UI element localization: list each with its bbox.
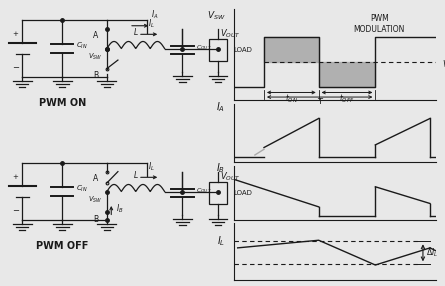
Text: −: − xyxy=(12,206,19,215)
Text: $V_{SW}$: $V_{SW}$ xyxy=(88,194,102,205)
Text: $I_B$: $I_B$ xyxy=(216,162,226,176)
Text: +: + xyxy=(12,31,19,37)
Text: B: B xyxy=(93,72,98,80)
Text: A: A xyxy=(93,174,98,183)
Text: $I_A$: $I_A$ xyxy=(217,100,226,114)
Text: $V_{OUT}$: $V_{OUT}$ xyxy=(220,170,241,183)
Text: B: B xyxy=(93,214,98,223)
Text: $I_B$: $I_B$ xyxy=(116,202,123,215)
Text: $V_{SW}$: $V_{SW}$ xyxy=(207,10,226,22)
Bar xyxy=(209,39,227,61)
Text: PWM ON: PWM ON xyxy=(39,98,86,108)
Text: $t_{OFF}$: $t_{OFF}$ xyxy=(339,93,355,106)
Text: $V_{OUT}$: $V_{OUT}$ xyxy=(442,58,445,71)
Text: +: + xyxy=(12,174,19,180)
Text: $\Delta I_L$: $\Delta I_L$ xyxy=(426,247,438,259)
Bar xyxy=(209,182,227,204)
Text: PWM OFF: PWM OFF xyxy=(36,241,89,251)
Text: $I_L$: $I_L$ xyxy=(148,17,155,30)
Text: $C_{IN}$: $C_{IN}$ xyxy=(76,41,88,51)
Text: $V_{OUT}$: $V_{OUT}$ xyxy=(220,27,241,40)
Text: $I_A$: $I_A$ xyxy=(151,9,159,21)
Text: T: T xyxy=(317,98,322,107)
Text: $C_{OUT}$: $C_{OUT}$ xyxy=(196,43,212,52)
Text: LOAD: LOAD xyxy=(234,47,252,53)
Text: A: A xyxy=(93,31,98,40)
Text: $V_{SW}$: $V_{SW}$ xyxy=(88,51,102,62)
Text: $C_{IN}$: $C_{IN}$ xyxy=(76,184,88,194)
Text: PWM
MODULATION: PWM MODULATION xyxy=(354,14,405,34)
Text: $I_L$: $I_L$ xyxy=(148,160,155,173)
Text: $t_{ON}$: $t_{ON}$ xyxy=(285,93,298,106)
Text: $C_{OUT}$: $C_{OUT}$ xyxy=(196,186,212,195)
Text: L: L xyxy=(134,28,138,37)
Text: L: L xyxy=(134,171,138,180)
Text: $I_L$: $I_L$ xyxy=(217,235,226,248)
Text: −: − xyxy=(12,63,19,72)
Text: LOAD: LOAD xyxy=(234,190,252,196)
